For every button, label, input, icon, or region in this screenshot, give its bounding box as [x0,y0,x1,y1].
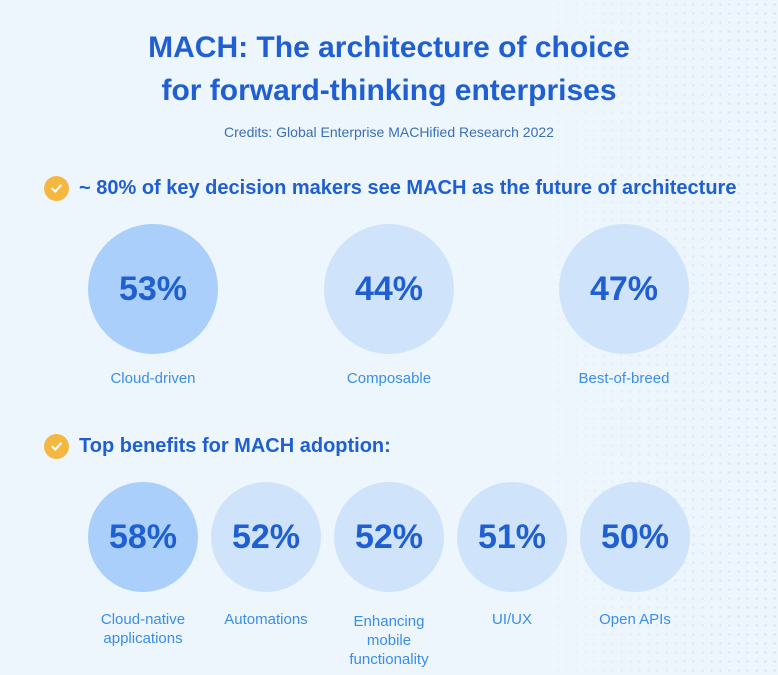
stat-circle-ui-ux: 51% [457,482,567,592]
stat-value: 58% [108,517,178,556]
stat-label-line: UI/UX [491,611,532,628]
stat-value: 44% [354,269,424,308]
check-icon [44,434,69,459]
stat-label-line: Enhancing [353,613,425,630]
stat-circle-open-apis: 50% [580,482,690,592]
stat-label: Automations [196,610,336,629]
title-line-1: MACH: The architecture of choice [148,31,630,64]
stat-value: 52% [231,517,301,556]
stat-circle-best-of-breed: 47% [559,224,689,354]
stat-value: 50% [600,517,670,556]
stat-circle-cloud-driven: 53% [88,224,218,354]
stat-circle-composable: 44% [324,224,454,354]
section-heading-text: ~ 80% of key decision makers see MACH as… [79,177,737,199]
stat-label: Enhancing mobile functionality [319,612,459,669]
stat-label: UI/UX [442,610,582,629]
stat-circle-mobile: 52% [334,482,444,592]
stat-label: Best-of-breed [578,370,670,387]
stat-value: 53% [118,269,188,308]
stat-circle-cloud-native: 58% [88,482,198,592]
stat-label: Composable [346,370,432,387]
stat-value: 51% [477,517,547,556]
stat-value: 47% [589,269,659,308]
stat-label-line: applications [103,630,183,647]
stat-label: Cloud-driven [110,370,196,387]
stat-label-line: Open APIs [599,611,671,628]
stat-label-line: mobile [366,632,412,649]
stat-label: Open APIs [565,610,705,629]
credits-text: Credits: Global Enterprise MACHified Res… [224,124,554,140]
stat-label-line: functionality [349,651,429,668]
stat-label-line: Automations [224,611,308,628]
stat-value: 52% [354,517,424,556]
check-icon [44,176,69,201]
stat-circle-automations: 52% [211,482,321,592]
section-heading-benefits: Top benefits for MACH adoption: [44,434,391,459]
title-line-2: for forward-thinking enterprises [161,74,617,107]
stat-label: Cloud-native applications [73,610,213,648]
section-heading-future: ~ 80% of key decision makers see MACH as… [44,176,736,201]
page-title: MACH: The architecture of choice for for… [0,26,778,112]
section-heading-text: Top benefits for MACH adoption: [79,435,391,457]
stat-label-line: Cloud-native [100,611,186,628]
